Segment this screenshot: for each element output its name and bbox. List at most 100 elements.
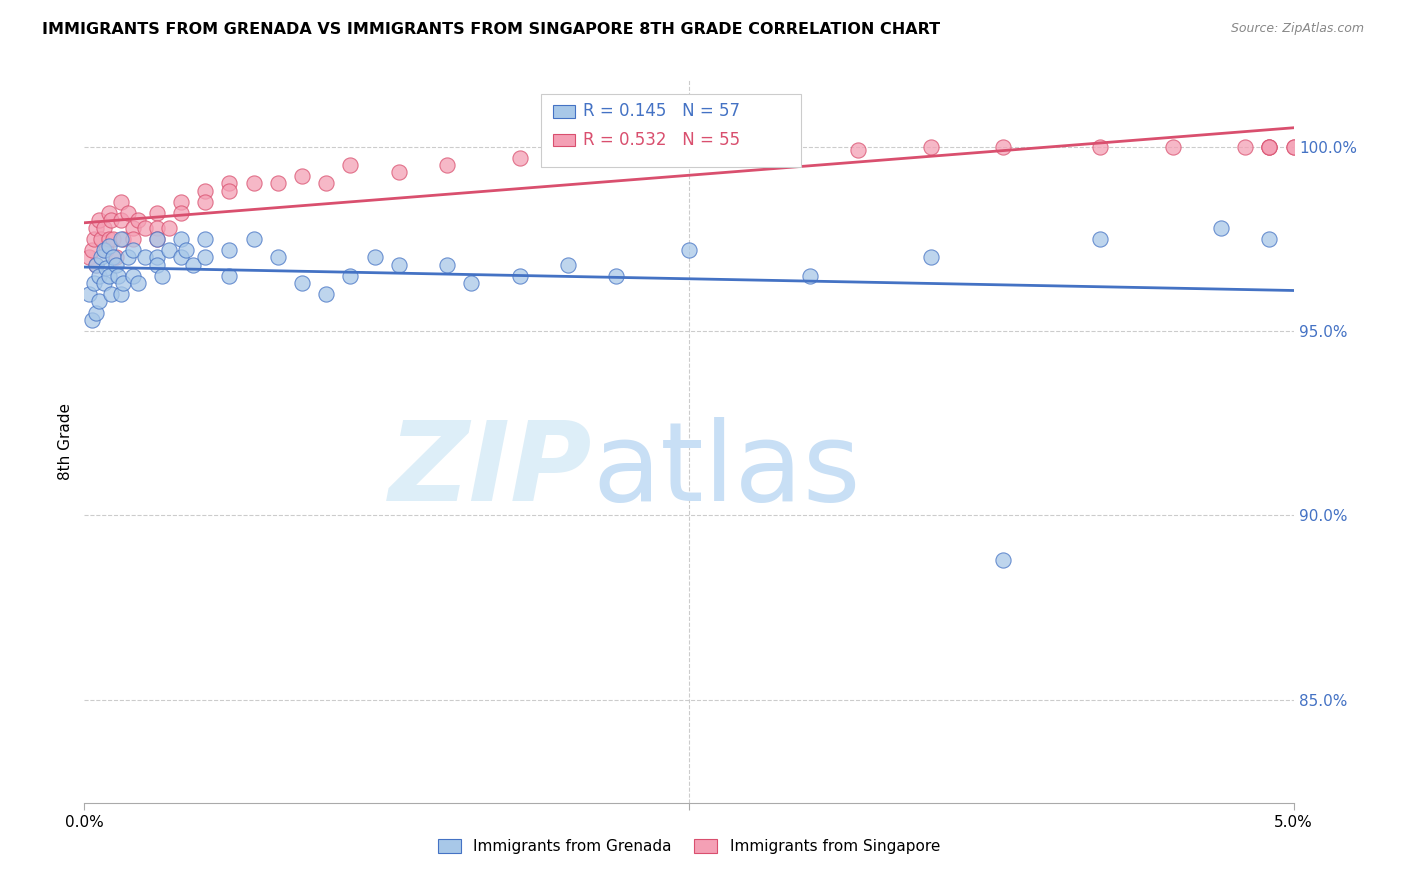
Text: atlas: atlas: [592, 417, 860, 524]
Point: [267, 250, 290, 264]
Point: [94, 261, 117, 276]
Point: [94, 243, 117, 257]
Point: [146, 220, 169, 235]
Point: [87, 294, 110, 309]
Point: [242, 232, 264, 246]
Point: [80, 313, 103, 327]
Point: [339, 158, 361, 172]
Point: [110, 213, 132, 227]
Point: [218, 177, 240, 191]
Point: [83, 232, 105, 246]
Text: ZIP: ZIP: [388, 417, 592, 524]
Point: [110, 194, 132, 209]
Point: [194, 250, 217, 264]
Point: [339, 268, 361, 283]
Point: [1088, 232, 1111, 246]
Point: [100, 213, 122, 227]
Point: [1088, 139, 1111, 153]
Point: [104, 258, 127, 272]
Point: [1258, 139, 1281, 153]
Point: [121, 243, 143, 257]
Point: [799, 268, 821, 283]
Point: [605, 151, 627, 165]
Point: [117, 206, 139, 220]
Point: [134, 250, 156, 264]
Point: [242, 177, 264, 191]
Point: [436, 158, 458, 172]
Point: [170, 206, 193, 220]
Point: [291, 169, 314, 183]
Point: [86, 305, 108, 319]
Point: [170, 194, 193, 209]
Point: [170, 250, 193, 264]
Point: [134, 220, 156, 235]
Point: [117, 250, 139, 264]
Point: [93, 220, 115, 235]
Point: [146, 206, 169, 220]
Point: [93, 243, 115, 257]
Point: [509, 268, 531, 283]
Point: [315, 177, 337, 191]
Point: [127, 276, 149, 290]
Point: [1282, 139, 1305, 153]
Point: [97, 206, 120, 220]
Legend: Immigrants from Grenada, Immigrants from Singapore: Immigrants from Grenada, Immigrants from…: [432, 833, 946, 860]
Point: [846, 144, 869, 158]
Point: [557, 258, 579, 272]
Point: [121, 232, 143, 246]
Point: [1258, 139, 1281, 153]
Point: [86, 258, 108, 272]
Point: [218, 268, 240, 283]
Point: [110, 232, 132, 246]
Point: [97, 268, 120, 283]
Point: [1209, 220, 1232, 235]
Point: [920, 139, 942, 153]
Point: [194, 232, 217, 246]
Point: [509, 151, 531, 165]
Point: [97, 239, 120, 253]
Point: [146, 250, 169, 264]
Point: [146, 232, 169, 246]
Point: [93, 276, 115, 290]
Text: R = 0.532   N = 55: R = 0.532 N = 55: [583, 131, 741, 149]
Point: [77, 287, 100, 301]
Text: Source: ZipAtlas.com: Source: ZipAtlas.com: [1230, 22, 1364, 36]
Point: [97, 232, 120, 246]
Point: [1234, 139, 1257, 153]
Point: [87, 268, 110, 283]
Point: [181, 258, 204, 272]
Point: [557, 147, 579, 161]
Point: [218, 243, 240, 257]
Point: [90, 250, 112, 264]
Point: [218, 184, 240, 198]
Point: [267, 177, 290, 191]
Point: [157, 220, 180, 235]
Point: [77, 250, 100, 264]
Point: [1258, 139, 1281, 153]
Point: [146, 258, 169, 272]
Text: R = 0.145   N = 57: R = 0.145 N = 57: [583, 103, 741, 120]
Point: [121, 220, 143, 235]
Point: [87, 213, 110, 227]
Point: [993, 139, 1015, 153]
Point: [1282, 139, 1305, 153]
Point: [86, 220, 108, 235]
Point: [110, 287, 132, 301]
Point: [993, 552, 1015, 566]
Point: [157, 243, 180, 257]
Point: [174, 243, 197, 257]
Point: [104, 250, 127, 264]
Point: [678, 243, 700, 257]
Point: [86, 258, 108, 272]
Point: [291, 276, 314, 290]
Point: [90, 232, 112, 246]
Point: [103, 232, 125, 246]
Point: [103, 250, 125, 264]
Point: [146, 232, 169, 246]
Point: [678, 147, 700, 161]
Point: [388, 165, 411, 179]
Point: [315, 287, 337, 301]
Point: [127, 213, 149, 227]
Point: [170, 232, 193, 246]
Point: [388, 258, 411, 272]
